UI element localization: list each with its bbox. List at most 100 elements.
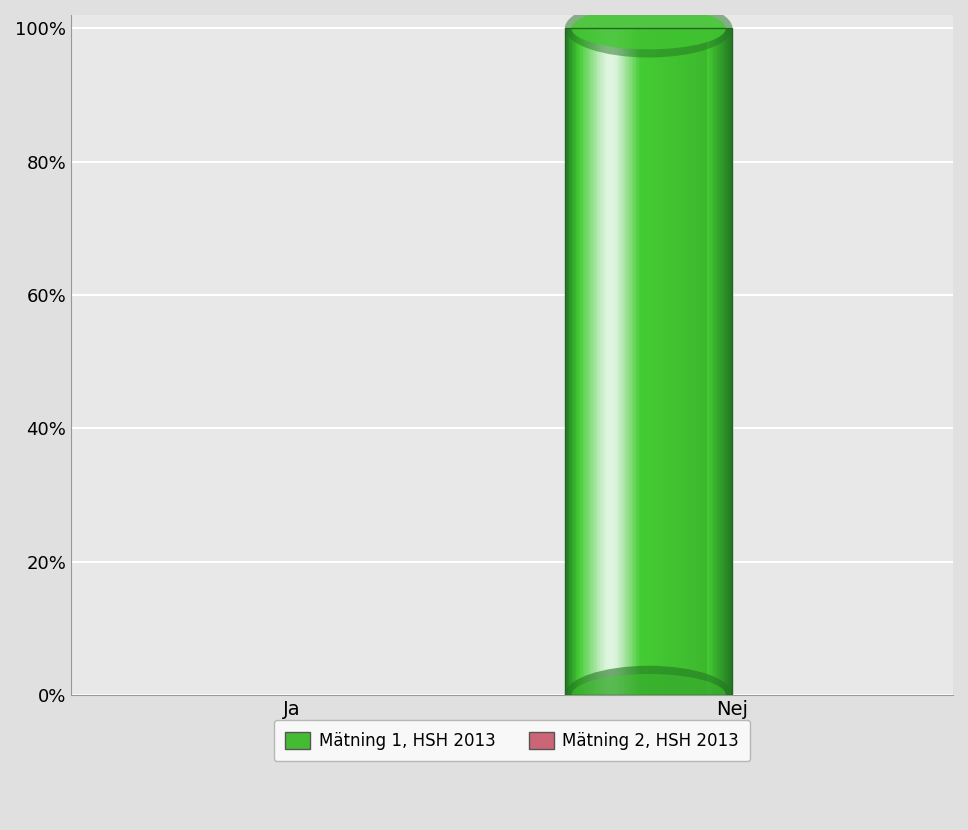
Bar: [665, 28, 667, 695]
Ellipse shape: [565, 0, 733, 57]
Bar: [600, 28, 602, 695]
Bar: [618, 28, 620, 695]
Bar: [605, 28, 607, 695]
Bar: [650, 28, 651, 695]
Bar: [591, 28, 593, 695]
Bar: [608, 28, 610, 695]
Bar: [723, 28, 724, 695]
Bar: [728, 28, 730, 695]
Bar: [688, 28, 689, 695]
Bar: [578, 28, 579, 695]
Bar: [607, 28, 609, 695]
Ellipse shape: [565, 666, 733, 724]
Bar: [602, 28, 604, 695]
Bar: [627, 28, 629, 695]
Bar: [685, 28, 687, 695]
Bar: [639, 28, 641, 695]
Bar: [686, 28, 688, 695]
Bar: [623, 28, 625, 695]
Bar: [636, 28, 638, 695]
Bar: [657, 28, 659, 695]
Bar: [585, 28, 587, 695]
Bar: [566, 28, 568, 695]
Bar: [711, 28, 713, 695]
Bar: [617, 28, 619, 695]
Bar: [646, 28, 648, 695]
Bar: [626, 28, 628, 695]
Bar: [614, 28, 616, 695]
Bar: [654, 28, 656, 695]
Bar: [702, 28, 704, 695]
Bar: [700, 28, 702, 695]
Bar: [676, 28, 677, 695]
Bar: [667, 28, 669, 695]
Bar: [645, 28, 647, 695]
Bar: [731, 28, 733, 695]
Bar: [708, 28, 710, 695]
Bar: [658, 28, 660, 695]
Legend: Mätning 1, HSH 2013, Mätning 2, HSH 2013: Mätning 1, HSH 2013, Mätning 2, HSH 2013: [274, 720, 750, 761]
Bar: [629, 28, 631, 695]
Bar: [613, 28, 614, 695]
Bar: [693, 28, 695, 695]
Bar: [661, 28, 663, 695]
Bar: [595, 28, 597, 695]
Bar: [689, 28, 691, 695]
Bar: [579, 28, 581, 695]
Bar: [660, 28, 662, 695]
Bar: [582, 28, 584, 695]
Bar: [709, 28, 711, 695]
Bar: [567, 28, 569, 695]
Bar: [615, 28, 617, 695]
Bar: [652, 28, 654, 695]
Bar: [601, 28, 603, 695]
Bar: [575, 28, 577, 695]
Bar: [725, 28, 727, 695]
Bar: [721, 28, 723, 695]
Bar: [570, 28, 572, 695]
Bar: [588, 28, 590, 695]
Bar: [565, 28, 733, 695]
Bar: [630, 28, 632, 695]
Bar: [671, 28, 673, 695]
Bar: [714, 28, 716, 695]
Bar: [720, 28, 722, 695]
Bar: [632, 28, 634, 695]
Bar: [580, 28, 582, 695]
Bar: [604, 28, 606, 695]
Bar: [638, 28, 639, 695]
Bar: [651, 28, 653, 695]
Bar: [597, 28, 599, 695]
Bar: [681, 28, 682, 695]
Bar: [642, 28, 644, 695]
Bar: [625, 28, 626, 695]
Bar: [727, 28, 729, 695]
Bar: [648, 28, 650, 695]
Bar: [715, 28, 717, 695]
Bar: [598, 28, 600, 695]
Bar: [620, 28, 621, 695]
Bar: [633, 28, 635, 695]
Bar: [573, 28, 575, 695]
Bar: [668, 28, 670, 695]
Bar: [677, 28, 679, 695]
Bar: [712, 28, 714, 695]
Bar: [643, 28, 645, 695]
Bar: [589, 28, 590, 695]
Bar: [678, 28, 680, 695]
Bar: [640, 28, 642, 695]
Bar: [664, 28, 666, 695]
Bar: [635, 28, 637, 695]
Bar: [586, 28, 588, 695]
Bar: [576, 28, 578, 695]
Bar: [655, 28, 657, 695]
Bar: [730, 28, 732, 695]
Bar: [692, 28, 694, 695]
Bar: [699, 28, 701, 695]
Bar: [705, 28, 707, 695]
Bar: [663, 28, 664, 695]
Bar: [690, 28, 692, 695]
Bar: [610, 28, 612, 695]
Bar: [590, 28, 591, 695]
Bar: [673, 28, 675, 695]
